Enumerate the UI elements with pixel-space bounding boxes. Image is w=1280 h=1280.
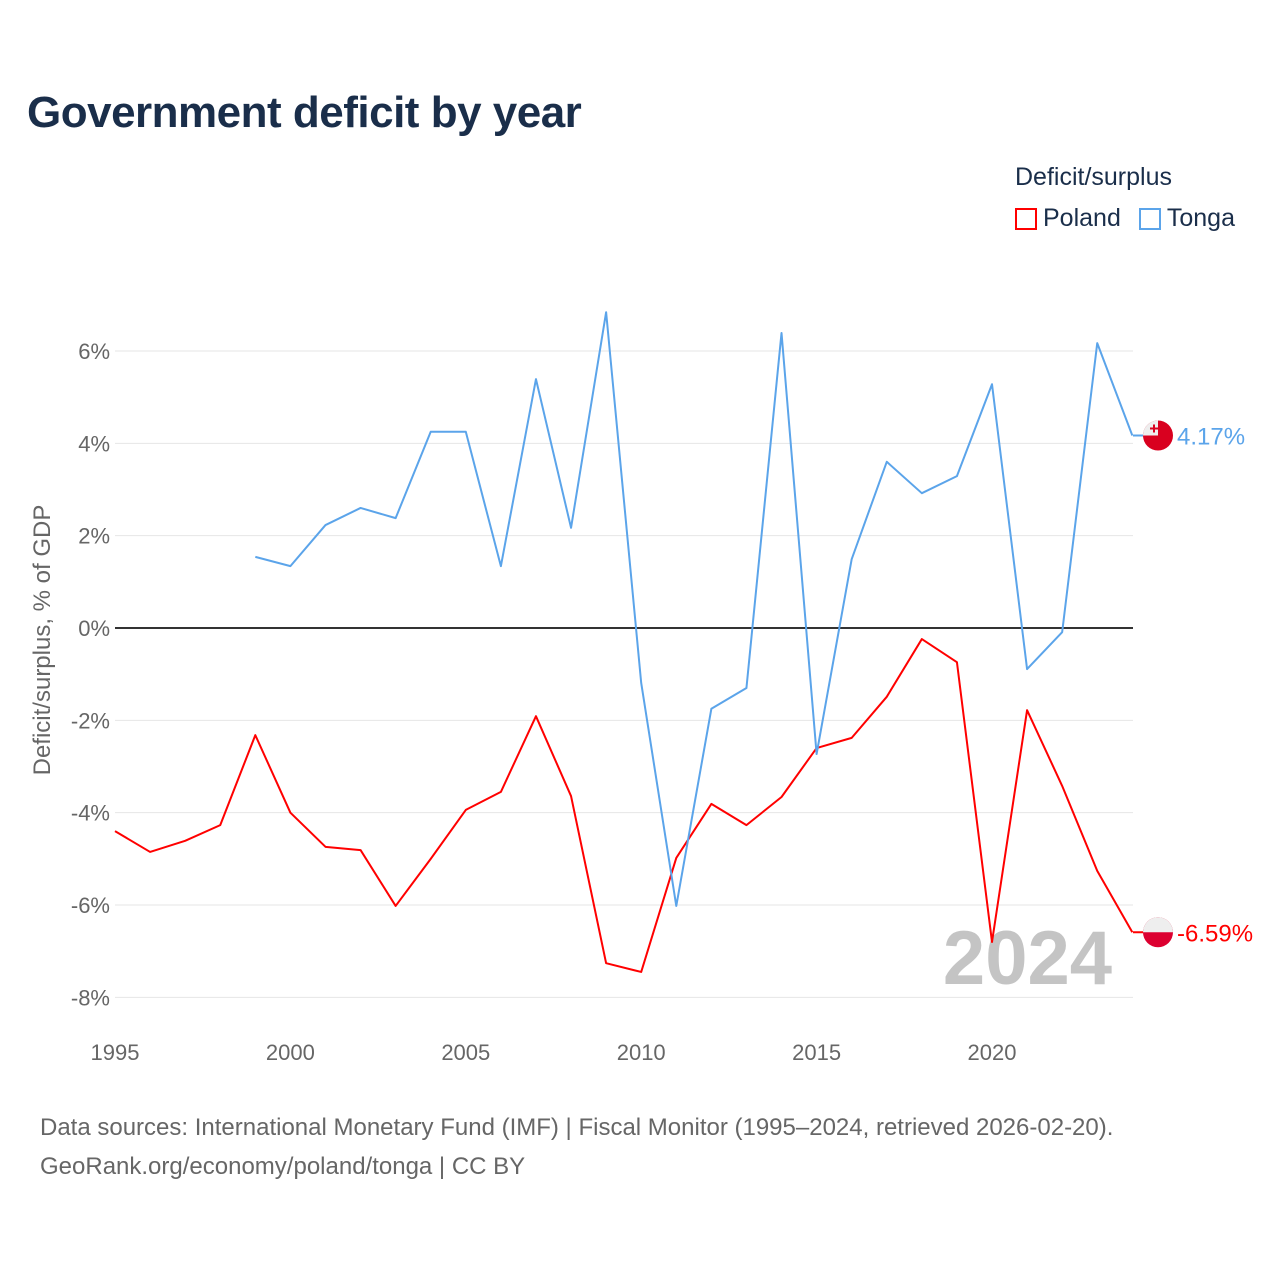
legend-swatch-poland bbox=[1015, 207, 1037, 230]
source-note: Data sources: International Monetary Fun… bbox=[40, 1108, 1113, 1186]
y-tick-label: -6% bbox=[71, 893, 110, 918]
legend-item-poland[interactable]: Poland bbox=[1015, 204, 1121, 233]
y-tick-label: 4% bbox=[78, 431, 110, 456]
y-tick-label: 0% bbox=[78, 616, 110, 641]
source-line: Data sources: International Monetary Fun… bbox=[40, 1114, 1114, 1141]
x-tick-label: 2020 bbox=[968, 1040, 1017, 1065]
y-tick-label: -2% bbox=[71, 708, 110, 733]
x-tick-label: 2010 bbox=[617, 1040, 666, 1065]
legend-item-tonga[interactable]: Tonga bbox=[1138, 204, 1235, 233]
end-label-tonga: 4.17% bbox=[1177, 423, 1245, 450]
legend-swatch-tonga bbox=[1138, 207, 1161, 230]
poland-flag-icon-white bbox=[1143, 917, 1173, 933]
legend-label-poland: Poland bbox=[1043, 204, 1121, 232]
legend-label-tonga: Tonga bbox=[1166, 204, 1235, 232]
series-line-poland bbox=[114, 638, 1134, 973]
y-tick-label: -4% bbox=[71, 801, 110, 826]
y-tick-label: -8% bbox=[71, 985, 110, 1010]
chart-title: Government deficit by year bbox=[27, 88, 582, 137]
y-axis-label: Deficit/surplus, % of GDP bbox=[29, 505, 56, 776]
series-line-tonga bbox=[255, 311, 1134, 907]
x-tick-label: 2000 bbox=[266, 1040, 315, 1065]
tonga-flag-icon-cross bbox=[1150, 424, 1158, 433]
x-tick-label: 1995 bbox=[91, 1040, 140, 1065]
source-link[interactable]: GeoRank.org/economy/poland/tonga | CC BY bbox=[40, 1153, 526, 1180]
y-tick-label: 2% bbox=[78, 524, 110, 549]
legend-title: Deficit/surplus bbox=[1015, 163, 1172, 191]
y-tick-label: 6% bbox=[78, 339, 110, 364]
legend: Poland Tonga bbox=[1015, 204, 1235, 233]
end-label-poland: -6.59% bbox=[1177, 920, 1253, 947]
year-watermark: 2024 bbox=[943, 916, 1112, 1001]
x-tick-label: 2015 bbox=[792, 1040, 841, 1065]
x-tick-label: 2005 bbox=[441, 1040, 490, 1065]
